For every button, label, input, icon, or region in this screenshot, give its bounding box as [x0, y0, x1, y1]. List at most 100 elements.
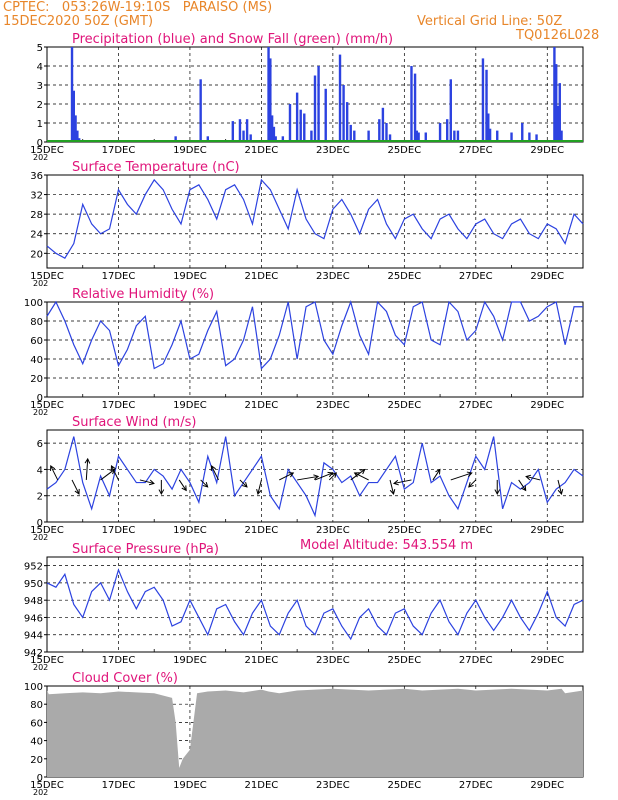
x-tick-label: 25DEC	[387, 400, 421, 411]
x-tick-label: 27DEC	[459, 271, 493, 282]
panel-3: 15DEC 17DEC 19DEC 21DEC 23DEC 25DEC 27DEC 29DEC…	[30, 415, 584, 542]
x-tick-label: 23DEC	[316, 780, 350, 791]
year-tag: 202	[33, 788, 48, 797]
y-tick-label: 20	[30, 755, 43, 766]
x-tick-label: 23DEC	[316, 655, 350, 666]
precip-bar	[556, 105, 560, 142]
precip-bar	[74, 115, 77, 142]
x-tick-label: 27DEC	[459, 780, 493, 791]
y-tick-label: 100	[24, 682, 43, 693]
wind-arrow	[85, 458, 89, 480]
panel-0: 15DEC 17DEC 19DEC 21DEC 23DEC 25DEC 27DEC 29DEC…	[30, 32, 584, 162]
wind-arrow	[525, 475, 541, 481]
x-tick-label: 21DEC	[245, 780, 279, 791]
year-tag: 202	[33, 533, 48, 542]
precip-bar	[496, 130, 499, 142]
precip-bar	[367, 130, 370, 142]
x-tick-label: 19DEC	[173, 525, 207, 536]
x-tick-label: 17DEC	[102, 655, 136, 666]
x-tick-label: 29DEC	[530, 525, 564, 536]
x-tick-label: 23DEC	[316, 145, 350, 156]
precip-bar	[242, 130, 245, 142]
wind-arrow-head	[74, 488, 80, 495]
precip-bar	[238, 119, 242, 142]
precip-bar	[385, 123, 388, 142]
x-tick-label: 25DEC	[387, 525, 421, 536]
precip-bar	[535, 134, 538, 142]
x-tick-label: 15DEC	[30, 145, 64, 156]
precip-bar	[449, 79, 452, 142]
year-tag: 202	[33, 279, 48, 288]
x-tick-label: 15DEC	[30, 655, 64, 666]
wind-arrow	[468, 479, 477, 488]
precip-bar	[415, 130, 419, 142]
y-tick-label: 40	[30, 737, 43, 748]
panel-title: Surface Pressure (hPa)	[72, 542, 219, 557]
wind-arrow-head	[313, 474, 320, 480]
precip-bar	[378, 119, 381, 142]
wind-arrow-head	[288, 472, 295, 478]
precip-bar	[174, 136, 177, 142]
wind-arrow-head	[181, 485, 187, 492]
wind-arrow	[432, 469, 441, 481]
wind-arrow	[239, 479, 248, 488]
y-tick-label: 80	[30, 700, 43, 711]
wind-arrow	[178, 479, 187, 491]
precip-bar	[353, 130, 356, 142]
precip-bar	[272, 126, 276, 142]
cloud-area	[47, 688, 583, 777]
y-tick-label: 2	[37, 492, 43, 503]
x-tick-label: 21DEC	[245, 145, 279, 156]
y-tick-label: 80	[30, 317, 43, 328]
year-tag: 202	[33, 408, 48, 417]
precip-bar	[481, 58, 485, 142]
x-tick-label: 19DEC	[173, 780, 207, 791]
precip-bar	[249, 134, 252, 142]
x-tick-label: 19DEC	[173, 145, 207, 156]
x-tick-label: 17DEC	[102, 400, 136, 411]
y-tick-label: 1	[37, 119, 43, 130]
precip-bar	[558, 83, 561, 142]
wind-arrow-head	[158, 489, 165, 495]
y-tick-label: 2	[37, 100, 43, 111]
x-tick-label: 29DEC	[530, 271, 564, 282]
wind-arrow-head	[353, 472, 360, 478]
panel-4: 15DEC 17DEC 19DEC 21DEC 23DEC 25DEC 27DEC 29DEC…	[24, 542, 584, 672]
wind-arrow-head	[256, 488, 262, 495]
year-tag: 202	[33, 153, 48, 162]
y-tick-label: 32	[30, 191, 43, 202]
precip-bar	[388, 134, 392, 142]
precip-bar	[446, 119, 449, 142]
x-tick-label: 21DEC	[245, 525, 279, 536]
wind-arrow	[354, 472, 369, 481]
precip-bar	[267, 47, 270, 142]
precip-bar	[338, 54, 342, 142]
wind-arrow-head	[84, 457, 91, 464]
precip-bar	[313, 75, 317, 142]
precip-bar	[299, 109, 302, 142]
y-tick-label: 942	[24, 648, 43, 659]
wind-arrow	[450, 472, 472, 481]
precip-bar	[206, 136, 209, 142]
y-tick-label: 946	[24, 613, 43, 624]
panel-title: Precipitation (blue) and Snow Fall (gree…	[72, 32, 393, 47]
x-tick-label: 19DEC	[173, 400, 207, 411]
x-tick-label: 21DEC	[245, 271, 279, 282]
year-tag: 202	[33, 663, 48, 672]
wind-arrow	[111, 465, 119, 481]
precip-bar	[410, 66, 413, 142]
series-line	[46, 568, 584, 641]
x-tick-label: 23DEC	[316, 400, 350, 411]
wind-arrow	[50, 465, 59, 481]
precip-bar	[560, 130, 563, 142]
y-tick-label: 20	[30, 249, 43, 260]
precip-bar	[521, 123, 524, 142]
precip-bar	[76, 130, 79, 142]
wind-arrow-head	[435, 468, 441, 475]
y-tick-label: 40	[30, 355, 43, 366]
precip-bar	[295, 92, 299, 142]
series-line	[46, 178, 584, 260]
x-tick-label: 23DEC	[316, 525, 350, 536]
grid-note: Vertical Grid Line: 50Z	[417, 14, 563, 29]
wind-arrow	[211, 465, 219, 481]
